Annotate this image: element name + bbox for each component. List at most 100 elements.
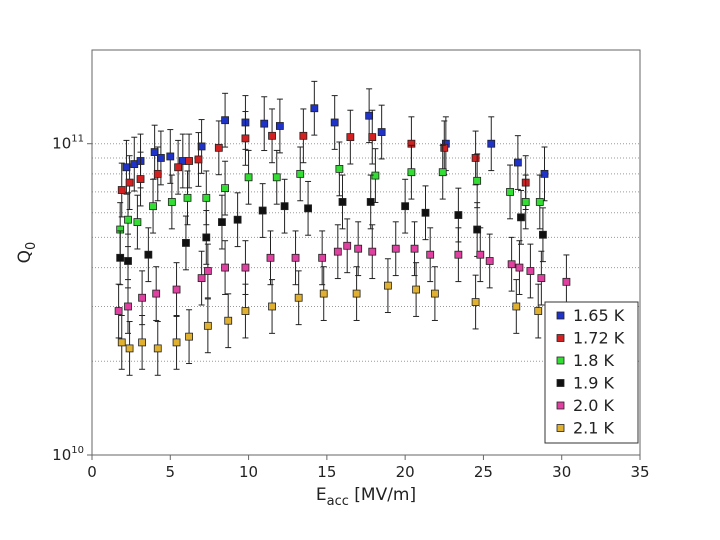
data-point <box>202 233 211 242</box>
data-point <box>214 143 223 152</box>
data-point <box>172 338 181 347</box>
data-point <box>352 289 361 298</box>
data-point <box>152 289 161 298</box>
data-point <box>426 250 435 259</box>
data-point <box>197 142 206 151</box>
legend-label: 1.72 K <box>573 329 625 348</box>
y-tick-label: 1011 <box>52 134 84 153</box>
data-point <box>391 244 400 253</box>
data-point <box>371 171 380 180</box>
data-point <box>338 198 347 206</box>
data-point <box>185 332 193 341</box>
data-point <box>202 193 211 202</box>
data-point <box>124 215 132 224</box>
data-point <box>377 128 386 136</box>
data-point <box>333 247 342 256</box>
legend-label: 1.9 K <box>573 374 615 393</box>
data-point <box>534 307 543 315</box>
data-point <box>136 175 145 183</box>
data-point <box>133 218 142 226</box>
data-point <box>343 241 352 250</box>
data-point <box>473 176 482 185</box>
series-layer <box>114 80 571 376</box>
data-point <box>506 188 514 196</box>
x-tick-label: 35 <box>630 463 649 481</box>
data-point <box>487 139 496 148</box>
data-point <box>318 253 327 262</box>
x-tick-label: 10 <box>239 463 258 481</box>
data-point <box>221 184 229 193</box>
data-point <box>454 211 463 219</box>
data-point <box>535 198 544 206</box>
data-point <box>260 119 269 128</box>
data-point <box>166 152 175 161</box>
data-point <box>299 131 308 140</box>
data-point <box>153 169 162 178</box>
data-point <box>368 133 377 142</box>
data-point <box>412 285 421 294</box>
x-tick-label: 20 <box>396 463 415 481</box>
data-point <box>197 274 206 283</box>
data-point <box>365 111 374 120</box>
data-point <box>539 230 547 239</box>
series-1-8-k <box>116 141 544 257</box>
data-point <box>515 263 524 272</box>
data-point <box>366 198 375 206</box>
data-point <box>221 263 229 272</box>
data-point <box>540 169 549 178</box>
data-point <box>407 168 416 177</box>
data-point <box>354 244 363 253</box>
data-point <box>310 104 319 113</box>
data-point <box>330 118 339 127</box>
data-point <box>182 239 190 247</box>
data-point <box>149 202 157 211</box>
x-tick-label: 5 <box>166 463 176 481</box>
data-point <box>304 204 312 213</box>
data-point <box>203 267 212 275</box>
plot-frame <box>91 49 641 456</box>
legend-swatch <box>556 334 565 342</box>
data-point <box>471 154 480 162</box>
data-point <box>368 247 377 256</box>
data-point <box>138 293 147 302</box>
legend-label: 1.8 K <box>573 351 615 370</box>
legend-swatch <box>556 401 565 410</box>
data-point <box>221 116 229 125</box>
data-point <box>272 173 281 182</box>
legend-swatch <box>556 356 565 365</box>
y-axis-title-main: Q <box>15 250 35 263</box>
data-point <box>244 173 253 182</box>
legend-swatch <box>556 311 565 320</box>
data-point <box>194 155 203 164</box>
legend-label: 2.0 K <box>573 396 615 415</box>
data-point <box>125 344 134 353</box>
data-point <box>401 202 410 211</box>
data-point <box>471 298 480 306</box>
data-point <box>172 285 181 294</box>
legend-swatch <box>556 424 565 432</box>
data-point <box>473 225 482 234</box>
data-point <box>275 122 284 130</box>
data-point <box>224 316 233 325</box>
data-point <box>296 169 305 178</box>
data-point <box>144 250 153 259</box>
data-point <box>266 253 275 262</box>
axes: 0 5 10 15 20 25 30 35 1010 1011 <box>52 134 649 481</box>
data-point <box>117 338 126 347</box>
series-2-0-k <box>114 218 571 339</box>
legend-box <box>544 301 639 444</box>
data-point <box>268 131 276 140</box>
data-point <box>117 186 126 194</box>
data-point <box>319 289 328 298</box>
data-point <box>421 208 430 217</box>
x-tick-label: 30 <box>552 463 571 481</box>
data-point <box>125 178 134 187</box>
data-point <box>185 157 193 165</box>
series-1-9-k <box>116 174 547 289</box>
legend: 1.65 K 1.72 K 1.8 K 1.9 K 2.0 K 2.1 K <box>544 301 639 444</box>
data-point <box>116 253 125 262</box>
x-tick-label: 25 <box>474 463 493 481</box>
legend-label: 2.1 K <box>573 419 615 438</box>
series-1-65-k <box>122 80 549 202</box>
